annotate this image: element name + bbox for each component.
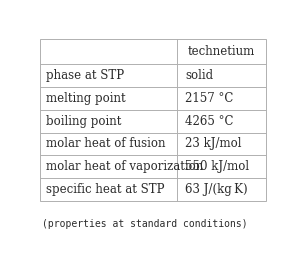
Bar — [40, 39, 266, 201]
Text: (properties at standard conditions): (properties at standard conditions) — [42, 219, 248, 229]
Text: molar heat of fusion: molar heat of fusion — [46, 138, 166, 150]
Text: 63 J/(kg K): 63 J/(kg K) — [185, 183, 248, 196]
Text: 550 kJ/mol: 550 kJ/mol — [185, 160, 249, 173]
Text: melting point: melting point — [46, 92, 126, 105]
Text: technetium: technetium — [188, 45, 255, 58]
Text: boiling point: boiling point — [46, 115, 122, 128]
Text: solid: solid — [185, 69, 213, 82]
Text: 4265 °C: 4265 °C — [185, 115, 234, 128]
Text: 23 kJ/mol: 23 kJ/mol — [185, 138, 242, 150]
Text: 2157 °C: 2157 °C — [185, 92, 233, 105]
Text: phase at STP: phase at STP — [46, 69, 125, 82]
Text: specific heat at STP: specific heat at STP — [46, 183, 165, 196]
Text: molar heat of vaporization: molar heat of vaporization — [46, 160, 204, 173]
